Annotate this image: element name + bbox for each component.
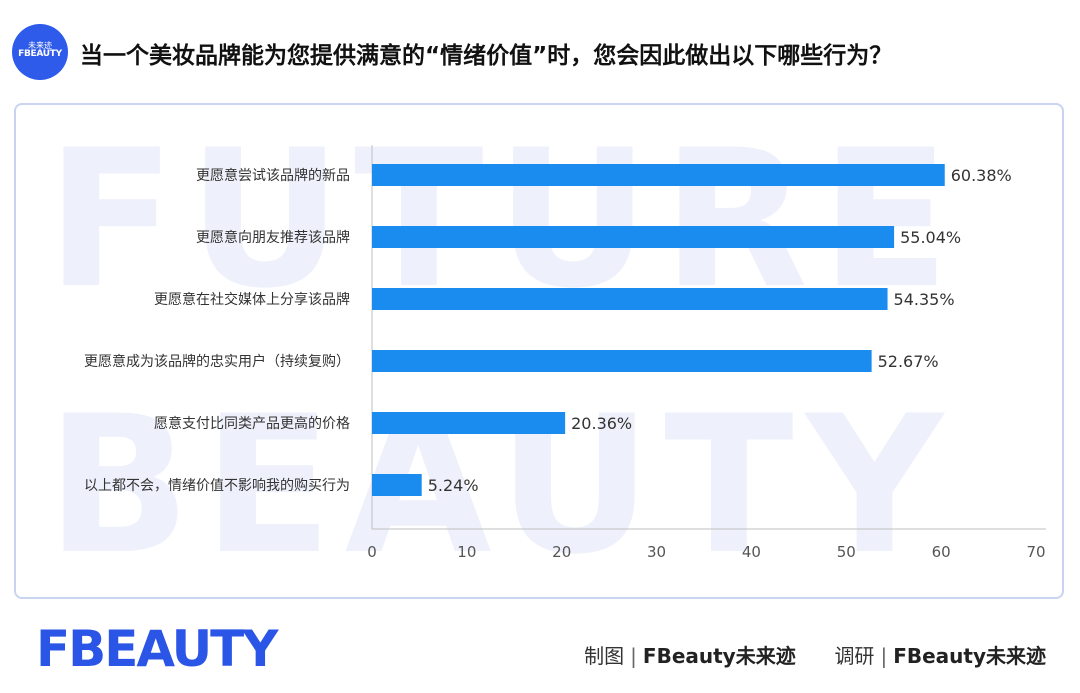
- fbeauty-logo: FBEAUTY: [36, 620, 278, 678]
- credit-chart-label: 制图: [584, 644, 625, 668]
- separator: |: [880, 644, 888, 668]
- value-label: 5.24%: [428, 476, 479, 495]
- x-tick-label: 20: [552, 543, 571, 561]
- brand-logo-badge: 未来迹 FBEAUTY: [12, 24, 68, 80]
- bar: [372, 164, 945, 186]
- x-tick-label: 50: [837, 543, 856, 561]
- bar: [372, 288, 888, 310]
- x-tick-label: 70: [1026, 543, 1045, 561]
- x-tick-label: 30: [647, 543, 666, 561]
- value-label: 60.38%: [951, 166, 1012, 185]
- category-label: 更愿意向朋友推荐该品牌: [196, 229, 350, 246]
- footer: FBEAUTY 制图 | FBeauty未来迹 调研 | FBeauty未来迹: [0, 610, 1080, 693]
- category-label: 更愿意成为该品牌的忠实用户（持续复购）: [84, 353, 350, 370]
- credit-research-value: FBeauty未来迹: [893, 644, 1046, 668]
- bar: [372, 350, 872, 372]
- bar-chart: 更愿意尝试该品牌的新品 60.38% 更愿意向朋友推荐该品牌 55.04% 更愿意在社交…: [84, 145, 1046, 561]
- survey-question-title: 当一个美妆品牌能为您提供满意的“情绪价值”时，您会因此做出以下哪些行为？: [80, 43, 893, 69]
- category-label: 愿意支付比同类产品更高的价格: [154, 415, 350, 432]
- x-tick-label: 60: [932, 543, 951, 561]
- separator: |: [630, 644, 637, 668]
- category-label: 更愿意尝试该品牌的新品: [196, 167, 350, 184]
- value-label: 54.35%: [894, 290, 955, 309]
- logo-line1: 未来迹: [28, 41, 52, 50]
- logo-line2: FBEAUTY: [18, 49, 62, 60]
- value-label: 20.36%: [571, 414, 632, 433]
- category-label: 以上都不会，情绪价值不影响我的购买行为: [84, 478, 350, 494]
- value-label: 55.04%: [900, 228, 961, 247]
- credit-chart-value: FBeauty未来迹: [642, 644, 796, 668]
- x-tick-label: 40: [742, 543, 761, 561]
- category-label: 更愿意在社交媒体上分享该品牌: [154, 291, 350, 308]
- header: 未来迹 FBEAUTY 当一个美妆品牌能为您提供满意的“情绪价值”时，您会因此做…: [12, 22, 1072, 82]
- bar: [372, 226, 895, 248]
- credits: 制图 | FBeauty未来迹 调研 | FBeauty未来迹: [584, 640, 1046, 669]
- x-tick-label: 0: [367, 543, 377, 561]
- bar: [372, 474, 422, 496]
- chart-panel: FUTURE BEAUTY 更愿意尝试该品牌的新品 60.38% 更愿意向朋友推荐该…: [14, 103, 1064, 599]
- x-tick-label: 10: [457, 543, 476, 561]
- value-label: 52.67%: [878, 352, 939, 371]
- bar: [372, 412, 566, 434]
- credit-research-label: 调研: [834, 644, 875, 668]
